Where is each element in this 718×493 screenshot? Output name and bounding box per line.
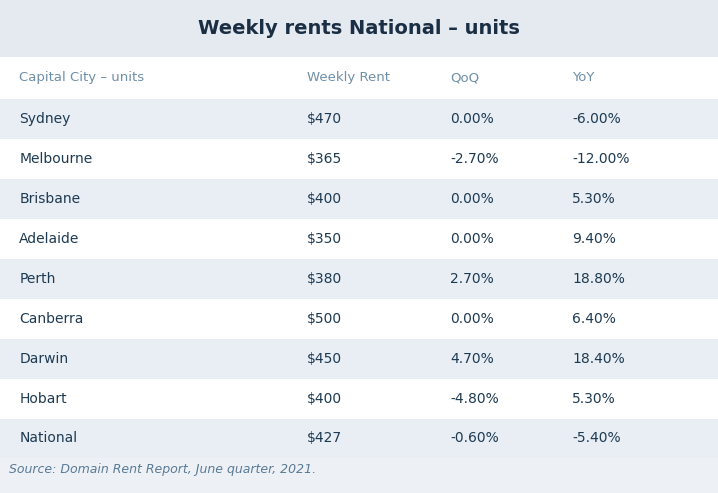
Text: $400: $400 [307,391,342,406]
Text: Hobart: Hobart [19,391,67,406]
Text: 5.30%: 5.30% [572,192,616,206]
FancyBboxPatch shape [0,0,718,57]
Text: Perth: Perth [19,272,56,285]
Text: Sydney: Sydney [19,111,71,126]
Text: Source: Domain Rent Report, June quarter, 2021.: Source: Domain Rent Report, June quarter… [9,463,316,476]
FancyBboxPatch shape [0,178,718,218]
Text: Melbourne: Melbourne [19,151,93,166]
Text: Weekly Rent: Weekly Rent [307,71,390,84]
Text: 0.00%: 0.00% [450,232,494,246]
Text: -5.40%: -5.40% [572,431,621,446]
FancyBboxPatch shape [0,379,718,419]
Text: 0.00%: 0.00% [450,192,494,206]
Text: 6.40%: 6.40% [572,312,616,325]
Text: Brisbane: Brisbane [19,192,80,206]
Text: 4.70%: 4.70% [450,352,494,365]
Text: 18.80%: 18.80% [572,272,625,285]
FancyBboxPatch shape [0,299,718,339]
Text: -12.00%: -12.00% [572,151,630,166]
Text: Darwin: Darwin [19,352,68,365]
FancyBboxPatch shape [0,139,718,178]
Text: $365: $365 [307,151,342,166]
Text: Weekly rents National – units: Weekly rents National – units [198,19,520,38]
Text: -6.00%: -6.00% [572,111,621,126]
Text: $450: $450 [307,352,342,365]
Text: 2.70%: 2.70% [450,272,494,285]
Text: -0.60%: -0.60% [450,431,499,446]
Text: Adelaide: Adelaide [19,232,80,246]
Text: YoY: YoY [572,71,595,84]
Text: 9.40%: 9.40% [572,232,616,246]
Text: 5.30%: 5.30% [572,391,616,406]
FancyBboxPatch shape [0,339,718,379]
Text: 0.00%: 0.00% [450,111,494,126]
Text: -4.80%: -4.80% [450,391,499,406]
Text: QoQ: QoQ [450,71,480,84]
Text: $350: $350 [307,232,342,246]
Text: Canberra: Canberra [19,312,84,325]
Text: $500: $500 [307,312,342,325]
Text: Capital City – units: Capital City – units [19,71,144,84]
Text: $400: $400 [307,192,342,206]
Text: 18.40%: 18.40% [572,352,625,365]
FancyBboxPatch shape [0,218,718,258]
Text: $380: $380 [307,272,342,285]
Text: $470: $470 [307,111,342,126]
FancyBboxPatch shape [0,57,718,99]
Text: $427: $427 [307,431,342,446]
FancyBboxPatch shape [0,419,718,458]
Text: -2.70%: -2.70% [450,151,499,166]
Text: National: National [19,431,78,446]
FancyBboxPatch shape [0,99,718,139]
Text: 0.00%: 0.00% [450,312,494,325]
FancyBboxPatch shape [0,258,718,299]
